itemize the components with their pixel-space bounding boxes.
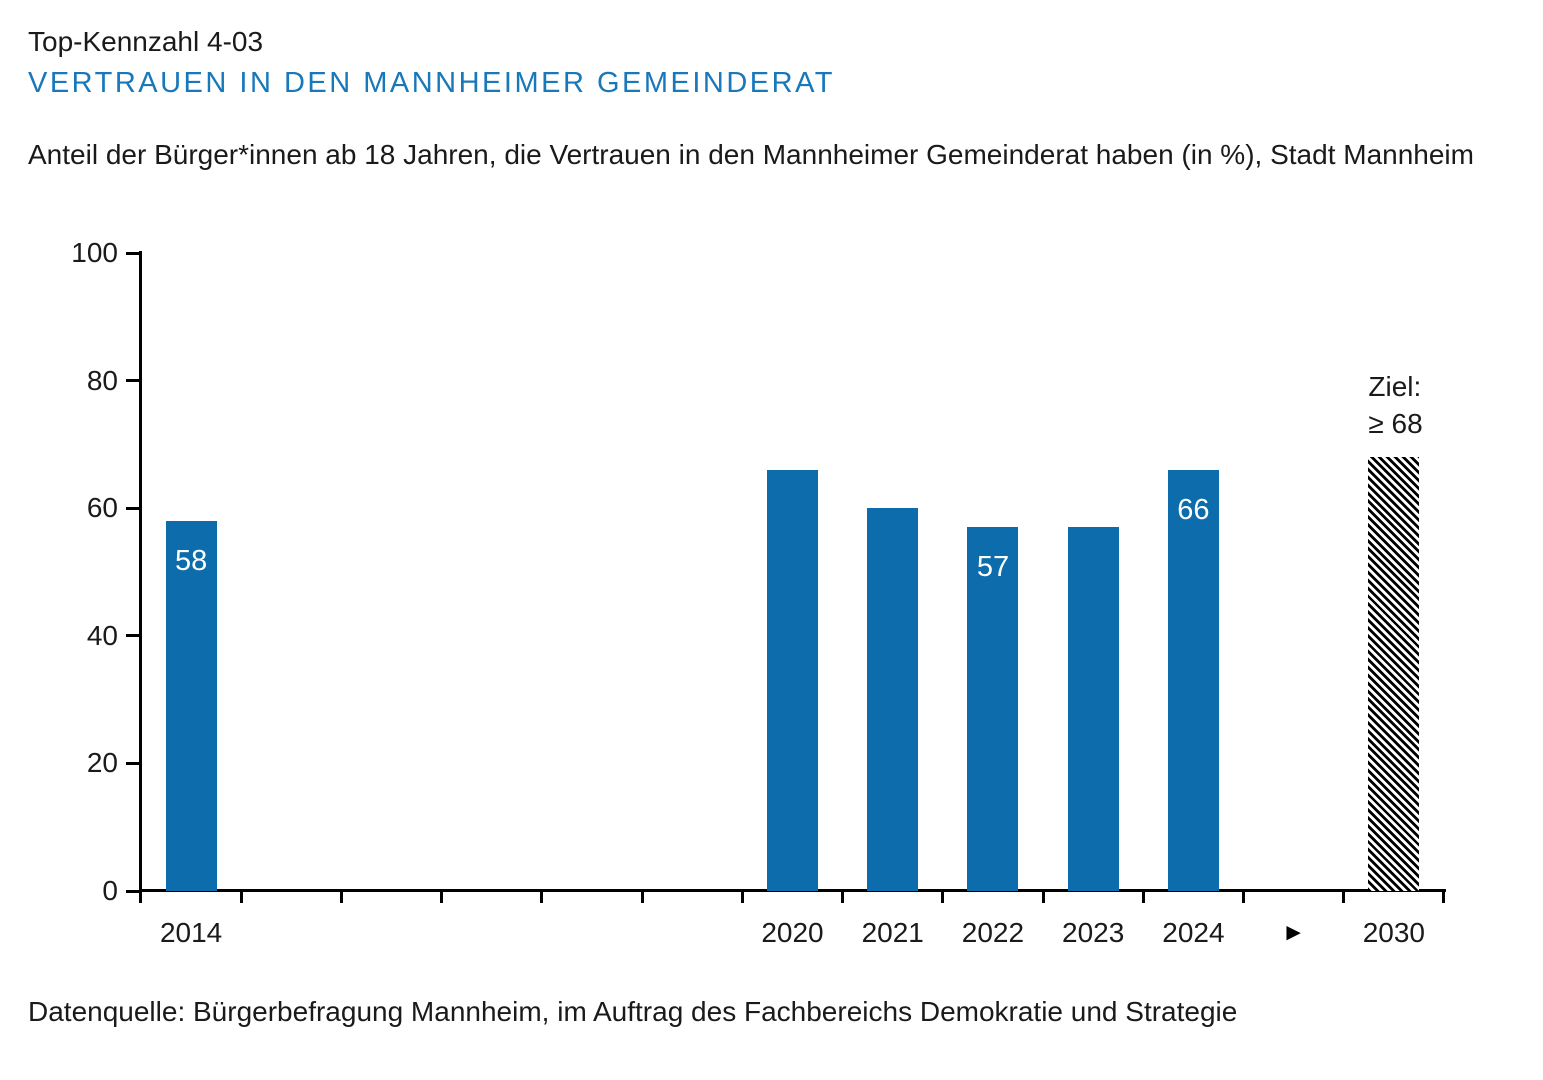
target-annotation: Ziel: ≥ 68 <box>1368 368 1422 442</box>
x-tick <box>440 892 444 903</box>
x-tick <box>1041 892 1045 903</box>
y-tick <box>126 889 139 893</box>
y-axis-line <box>139 251 142 903</box>
y-tick <box>126 761 139 765</box>
page-title: VERTRAUEN IN DEN MANNHEIMER GEMEINDERAT <box>28 67 835 99</box>
bar-2023 <box>1067 527 1119 891</box>
x-axis-label: 2030 <box>1362 917 1425 948</box>
y-axis-label: 40 <box>86 619 118 651</box>
x-tick <box>841 892 845 903</box>
y-tick <box>126 506 139 510</box>
bar-2021 <box>867 508 919 891</box>
y-tick <box>126 379 139 383</box>
target-annotation-line2: ≥ 68 <box>1368 408 1423 440</box>
kennzahl-label: Top-Kennzahl 4-03 <box>28 26 264 57</box>
x-tick <box>1141 892 1145 903</box>
bar-value-label: 57 <box>976 551 1010 584</box>
bar-2014 <box>165 520 217 891</box>
x-tick <box>941 892 945 903</box>
target-annotation-line1: Ziel: <box>1368 371 1422 403</box>
timeline-arrow-icon: ► <box>1281 919 1306 946</box>
x-tick <box>1442 892 1446 903</box>
bar-2020 <box>766 469 818 891</box>
y-axis-label: 60 <box>86 492 118 524</box>
x-tick <box>640 892 644 903</box>
bar-2022 <box>967 527 1019 891</box>
y-axis-label: 100 <box>71 237 118 268</box>
x-axis-label: 2014 <box>159 917 223 948</box>
x-axis-label: 2024 <box>1162 917 1225 948</box>
x-tick <box>239 892 243 903</box>
data-source: Datenquelle: Bürgerbefragung Mannheim, i… <box>28 996 1238 1027</box>
x-axis-label: 2022 <box>961 917 1025 948</box>
y-tick <box>126 251 139 255</box>
chart-subtitle: Anteil der Bürger*innen ab 18 Jahren, di… <box>28 139 1474 170</box>
x-tick <box>1342 892 1346 903</box>
x-axis-label: 2020 <box>761 917 824 948</box>
bar-value-label: 66 <box>1177 493 1210 526</box>
x-axis-label: 2023 <box>1062 917 1125 948</box>
y-axis-label: 80 <box>86 364 118 396</box>
target-bar-2030 <box>1368 457 1420 891</box>
y-tick <box>126 634 139 638</box>
x-axis-label: 2021 <box>861 917 924 948</box>
x-tick <box>339 892 343 903</box>
bar-2024 <box>1167 469 1219 891</box>
x-tick <box>540 892 544 903</box>
y-axis-label: 0 <box>102 875 118 906</box>
x-tick <box>1242 892 1246 903</box>
x-tick <box>740 892 744 903</box>
y-axis-label: 20 <box>86 747 118 779</box>
bar-value-label: 58 <box>174 544 208 577</box>
